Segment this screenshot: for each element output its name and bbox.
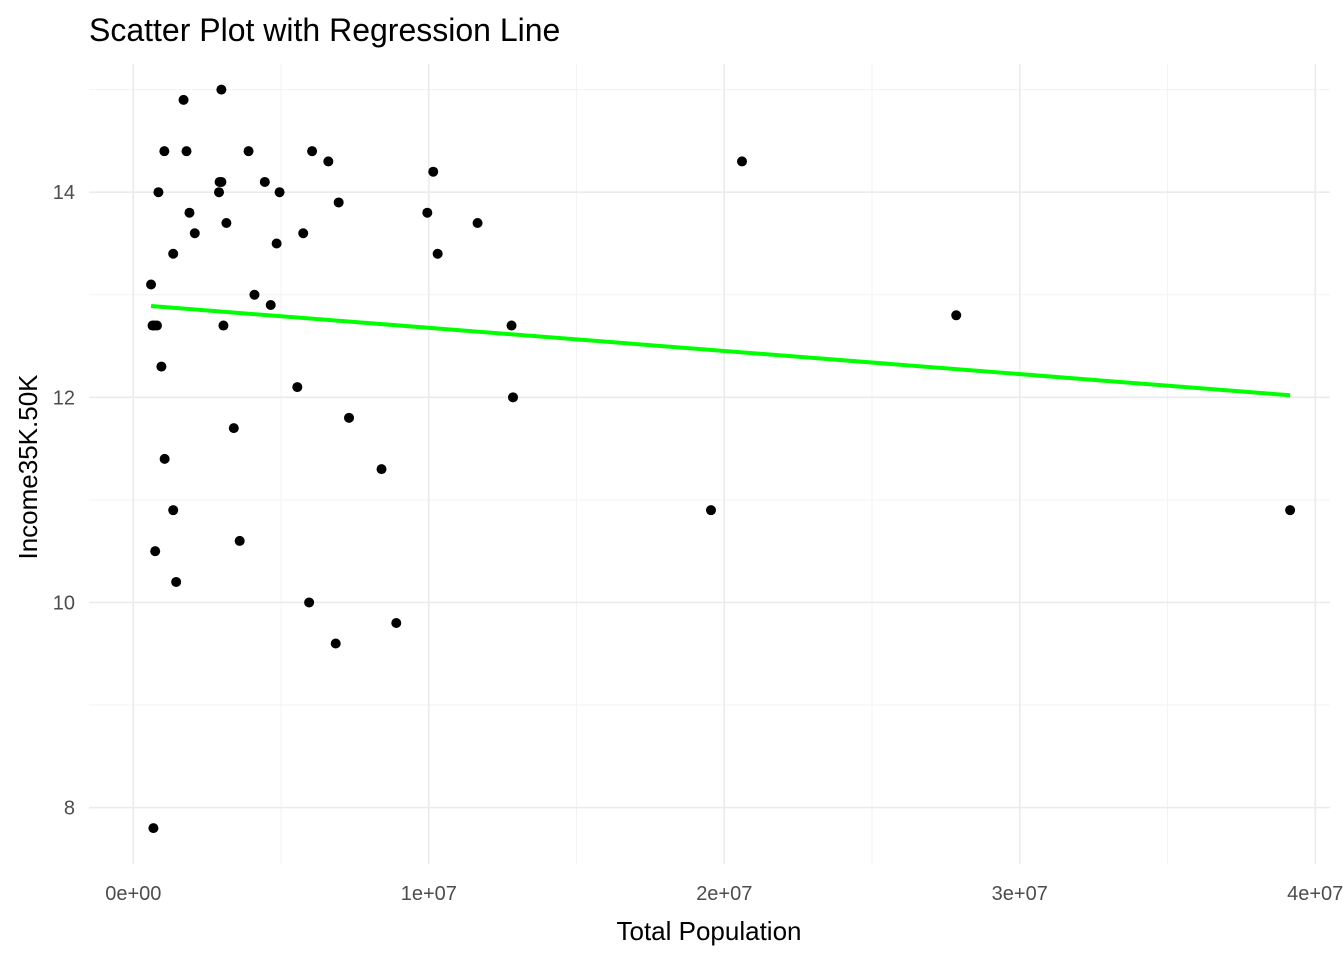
y-tick-label: 10 — [53, 592, 75, 614]
x-tick-label: 2e+07 — [696, 883, 752, 905]
data-point — [330, 638, 341, 649]
data-point — [951, 310, 962, 321]
data-point — [159, 146, 170, 157]
data-point — [432, 248, 443, 259]
data-point — [159, 453, 170, 464]
data-point — [234, 535, 245, 546]
data-point — [216, 176, 227, 187]
data-point — [171, 576, 182, 587]
data-point — [265, 300, 276, 311]
data-point — [344, 412, 355, 423]
data-point — [428, 166, 439, 177]
data-point — [271, 238, 282, 249]
grid — [89, 64, 1330, 864]
data-point — [214, 187, 225, 198]
data-point — [178, 94, 189, 105]
data-point — [506, 320, 517, 331]
data-point — [298, 228, 309, 239]
data-point — [274, 187, 285, 198]
data-point — [333, 197, 344, 208]
x-axis-title: Total Population — [616, 916, 801, 946]
regression-line — [150, 304, 1291, 398]
data-point — [216, 84, 227, 95]
y-tick-label: 12 — [53, 387, 75, 409]
data-point — [259, 176, 270, 187]
data-point — [151, 320, 162, 331]
y-axis-title: Income35K.50K — [13, 374, 43, 560]
data-point — [153, 187, 164, 198]
data-point — [422, 207, 433, 218]
data-point — [218, 320, 229, 331]
data-point — [737, 156, 748, 167]
regression-layer — [150, 304, 1291, 398]
data-point — [249, 289, 260, 300]
data-point — [146, 279, 157, 290]
data-points — [146, 84, 1296, 834]
data-point — [304, 597, 315, 608]
data-point — [1285, 505, 1296, 516]
data-point — [472, 217, 483, 228]
data-point — [189, 228, 200, 239]
data-point — [323, 156, 334, 167]
y-tick-label: 8 — [64, 798, 75, 820]
data-point — [150, 546, 161, 557]
data-point — [292, 382, 303, 393]
data-point — [168, 248, 179, 259]
data-point — [376, 464, 387, 475]
data-point — [705, 505, 716, 516]
data-point — [181, 146, 192, 157]
y-tick-label: 14 — [53, 182, 75, 204]
x-axis-ticks: 0e+00 1e+07 2e+07 3e+07 4e+07 — [105, 883, 1343, 905]
y-axis-ticks: 8 10 12 14 — [53, 182, 75, 819]
data-point — [184, 207, 195, 218]
x-tick-label: 0e+00 — [105, 883, 161, 905]
data-point — [221, 217, 232, 228]
data-point — [391, 617, 402, 628]
data-point — [168, 505, 179, 516]
x-tick-label: 1e+07 — [401, 883, 457, 905]
data-point — [243, 146, 254, 157]
data-point — [228, 423, 239, 434]
x-tick-label: 4e+07 — [1287, 883, 1343, 905]
data-point — [148, 823, 159, 834]
chart-title: Scatter Plot with Regression Line — [89, 12, 560, 48]
data-point — [156, 361, 167, 372]
x-tick-label: 3e+07 — [992, 883, 1048, 905]
data-point — [508, 392, 519, 403]
data-point — [307, 146, 318, 157]
